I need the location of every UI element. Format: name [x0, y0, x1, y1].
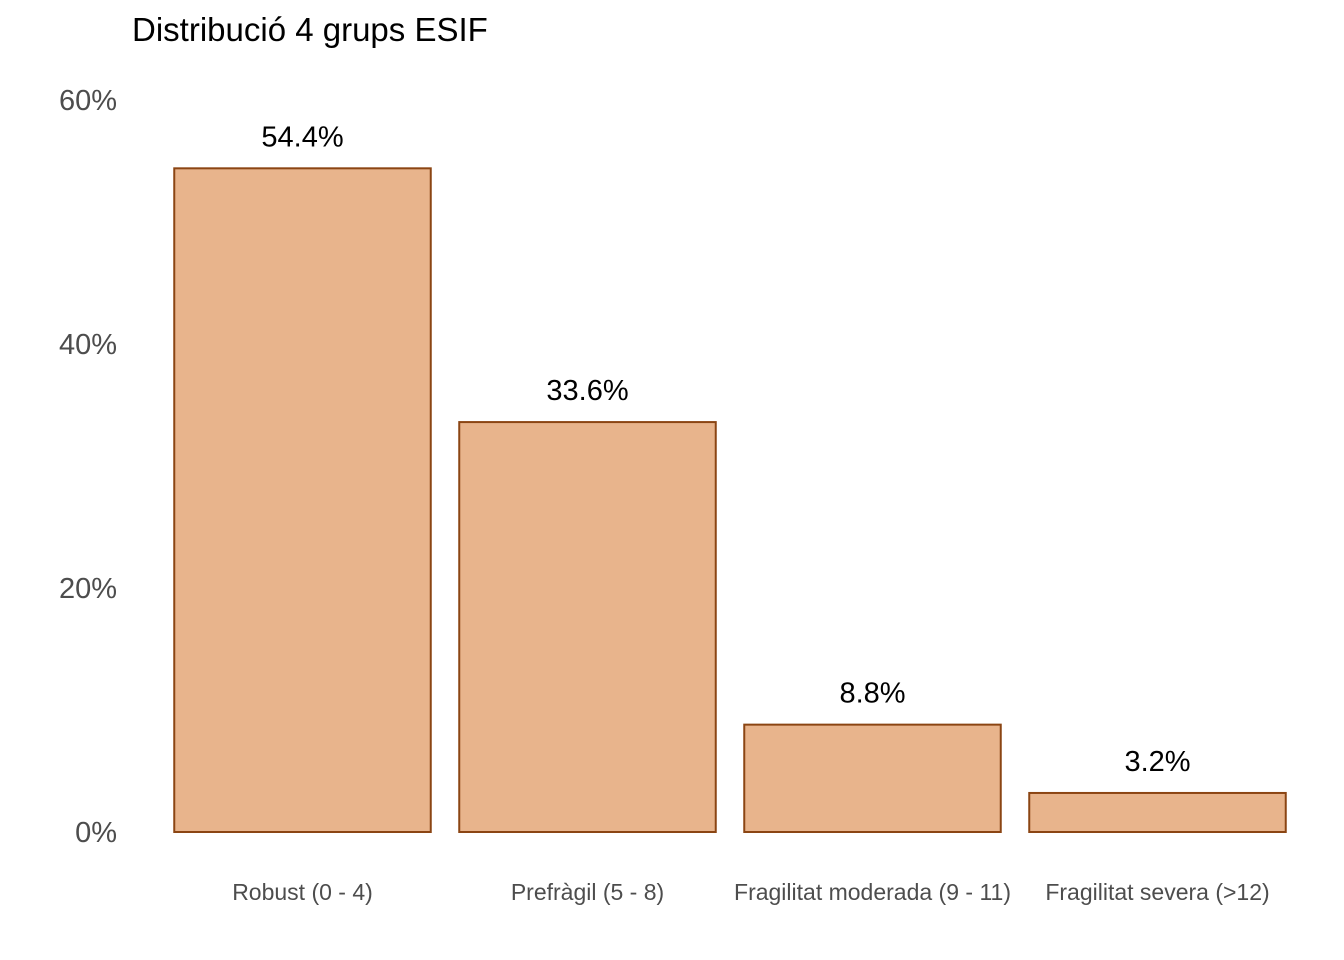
bars-group: 54.4% 33.6% 8.8% 3.2% — [173, 121, 1287, 834]
x-tick-label: Fragilitat severa (>12) — [1045, 879, 1269, 905]
data-label: 54.4% — [261, 121, 343, 153]
y-axis: 0% 20% 40% 60% — [59, 85, 117, 849]
x-axis: Robust (0 - 4) Prefràgil (5 - 8) Fragilita… — [232, 879, 1269, 905]
x-tick-label: Fragilitat moderada (9 - 11) — [734, 879, 1011, 905]
y-tick-label: 40% — [59, 329, 117, 361]
bar — [173, 167, 432, 833]
y-tick-label: 20% — [59, 573, 117, 605]
chart-title: Distribució 4 grups ESIF — [132, 11, 488, 48]
x-tick-label: Prefràgil (5 - 8) — [511, 879, 664, 905]
data-label: 3.2% — [1124, 746, 1190, 778]
bar — [1028, 791, 1287, 834]
data-label: 8.8% — [839, 678, 905, 710]
bar — [458, 421, 717, 833]
y-tick-label: 60% — [59, 85, 117, 117]
x-tick-label: Robust (0 - 4) — [232, 879, 373, 905]
y-tick-label: 0% — [75, 817, 117, 849]
data-label: 33.6% — [546, 375, 628, 407]
bar — [743, 723, 1002, 834]
